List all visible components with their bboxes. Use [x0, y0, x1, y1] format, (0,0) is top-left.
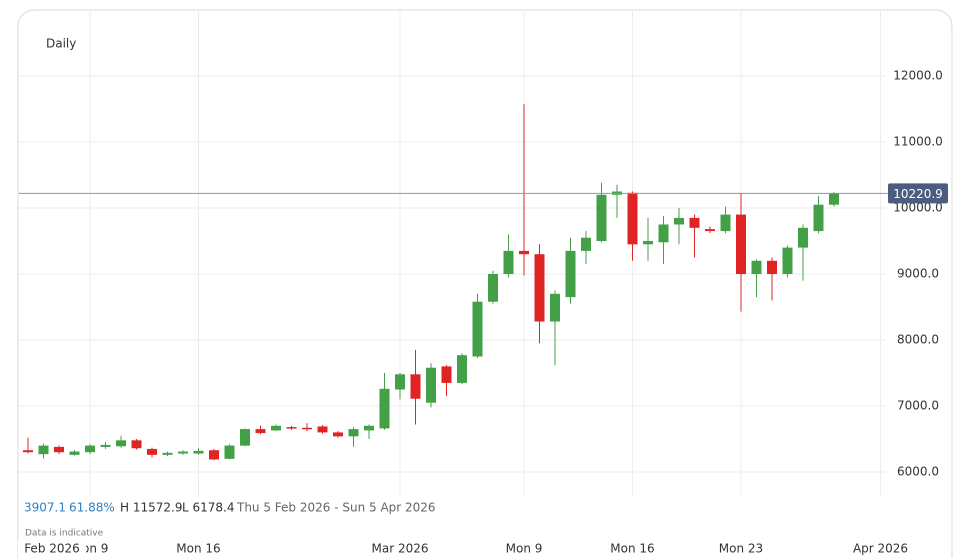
x-tick-label: Feb 2026 [24, 542, 80, 556]
candle-body [782, 247, 793, 274]
candle-body [798, 227, 808, 248]
grid [19, 11, 886, 497]
candle-body [54, 446, 64, 453]
candle-body [472, 301, 483, 357]
candle-body [317, 426, 328, 433]
candle-body [457, 355, 467, 383]
candle-body [534, 254, 545, 322]
candle-body [255, 429, 266, 434]
candle-body [643, 241, 653, 245]
x-tick-label: Mar 2026 [372, 542, 429, 556]
candle-body [240, 429, 250, 446]
x-tick-label: Mon 23 [719, 542, 763, 556]
chart-title: Daily [46, 37, 76, 51]
candle-body [829, 193, 839, 205]
candle-body [348, 429, 359, 437]
candle-body [85, 445, 95, 453]
x-tick-label: Mon 16 [176, 542, 220, 556]
candle-body [519, 250, 529, 255]
candle-body [813, 204, 824, 232]
candle-body [23, 450, 33, 453]
date-range: Thu 5 Feb 2026 - Sun 5 Apr 2026 [236, 501, 436, 515]
plot [23, 104, 839, 461]
note: Data is indicative [25, 529, 104, 539]
low-stat: L 6178.4 [182, 501, 235, 515]
candle-body [178, 451, 188, 454]
candle-body [410, 374, 421, 399]
candle-body [705, 229, 715, 232]
candle-body [193, 450, 204, 454]
x-tick-label: Apr 2026 [853, 542, 908, 556]
candle-body [100, 444, 111, 447]
candle-body [565, 250, 576, 298]
candle-body [441, 366, 452, 383]
y-tick-label: 8000.0 [897, 333, 939, 347]
candle-body [720, 214, 731, 232]
candle-body [674, 217, 684, 225]
candle-body [69, 451, 80, 455]
candle-body [147, 448, 157, 455]
candle-body [286, 427, 297, 429]
last-price-label: 10220.9 [893, 187, 943, 201]
candle-body [426, 367, 436, 403]
candle-body [38, 445, 49, 455]
y-tick-label: 10000.0 [893, 201, 943, 215]
y-tick-label: 9000.0 [897, 267, 939, 281]
candle-body [209, 450, 219, 460]
candle-body [379, 388, 390, 429]
change-pct: 61.88% [69, 501, 115, 515]
candle-body [751, 260, 762, 274]
candle-body [689, 217, 700, 228]
high-stat: H 11572.9 [120, 501, 182, 515]
candle-body [131, 440, 142, 449]
y-tick-label: 6000.0 [897, 465, 939, 479]
candle-body [333, 432, 343, 437]
candle-body [596, 194, 607, 241]
x-tick-label: Mon 16 [610, 542, 654, 556]
card [17, 9, 953, 558]
change: 3907.1 [24, 501, 66, 515]
axes: 6000.0 7000.0 8000.0 9000.0 10000.0 11000.0 12… [18, 69, 948, 557]
candle-body [162, 452, 173, 455]
y-tick-label: 12000.0 [893, 69, 943, 83]
candle-body [271, 425, 281, 431]
y-tick-label: 11000.0 [893, 135, 943, 149]
candle-body [736, 214, 746, 274]
candle-body [364, 425, 374, 431]
candle-body [627, 192, 638, 245]
candle-body [767, 260, 777, 274]
candle-body [581, 237, 591, 251]
last-price-tag [888, 183, 948, 204]
candle-body [488, 274, 498, 302]
candle-body [224, 445, 235, 459]
y-tick-label: 7000.0 [897, 399, 939, 413]
candle-body [503, 250, 514, 274]
candle-body [658, 224, 669, 243]
candle-body [116, 440, 126, 447]
candle-body [550, 293, 560, 322]
label-bg [18, 540, 86, 557]
x-tick-label: Mon 9 [506, 542, 543, 556]
candle-body [302, 427, 312, 430]
candle-body [395, 374, 405, 390]
